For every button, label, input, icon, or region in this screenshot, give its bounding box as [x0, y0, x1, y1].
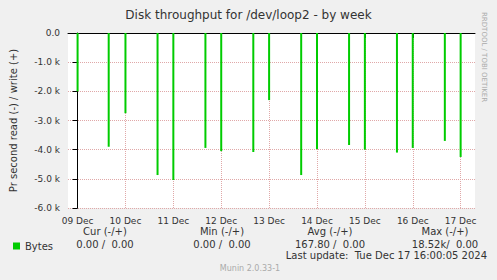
svg-text:11 Dec: 11 Dec [157, 216, 189, 226]
svg-text:167.80 / 0.00: 167.80 / 0.00 [295, 239, 365, 250]
svg-text:15 Dec: 15 Dec [349, 216, 381, 226]
svg-text:-5.0 k: -5.0 k [34, 174, 60, 184]
svg-text:RRDTOOL / TOBI OETIKER: RRDTOOL / TOBI OETIKER [480, 12, 488, 102]
svg-text:-4.0 k: -4.0 k [34, 145, 60, 155]
svg-text:Max (-/+): Max (-/+) [421, 226, 468, 237]
svg-text:17 Dec: 17 Dec [445, 216, 477, 226]
svg-text:09 Dec: 09 Dec [62, 216, 94, 226]
svg-text:-1.0 k: -1.0 k [34, 57, 60, 67]
svg-text:Munin 2.0.33-1: Munin 2.0.33-1 [220, 264, 280, 273]
svg-text:13 Dec: 13 Dec [253, 216, 285, 226]
svg-text:0.00 / 0.00: 0.00 / 0.00 [76, 239, 133, 250]
svg-text:Disk throughput for /dev/loop2: Disk throughput for /dev/loop2 - by week [125, 8, 371, 22]
svg-text:-2.0 k: -2.0 k [34, 86, 60, 96]
svg-text:Avg (-/+): Avg (-/+) [308, 226, 353, 237]
svg-text:-3.0 k: -3.0 k [34, 116, 60, 126]
svg-text:Min (-/+): Min (-/+) [200, 226, 244, 237]
svg-text:-6.0 k: -6.0 k [34, 203, 60, 213]
svg-text:Bytes: Bytes [25, 241, 53, 252]
svg-text:0.0: 0.0 [46, 28, 61, 38]
svg-text:0.00 / 0.00: 0.00 / 0.00 [193, 239, 250, 250]
svg-text:10 Dec: 10 Dec [110, 216, 142, 226]
svg-text:16 Dec: 16 Dec [397, 216, 429, 226]
svg-text:14 Dec: 14 Dec [301, 216, 333, 226]
svg-text:18.52k/ 0.00: 18.52k/ 0.00 [412, 239, 478, 250]
svg-text:Last update: Tue Dec 17 16:00: Last update: Tue Dec 17 16:00:05 2024 [286, 250, 487, 261]
svg-text:Cur (-/+): Cur (-/+) [83, 226, 127, 237]
svg-text:12 Dec: 12 Dec [205, 216, 237, 226]
svg-text:Pr second read (-) / write (+): Pr second read (-) / write (+) [8, 49, 19, 192]
